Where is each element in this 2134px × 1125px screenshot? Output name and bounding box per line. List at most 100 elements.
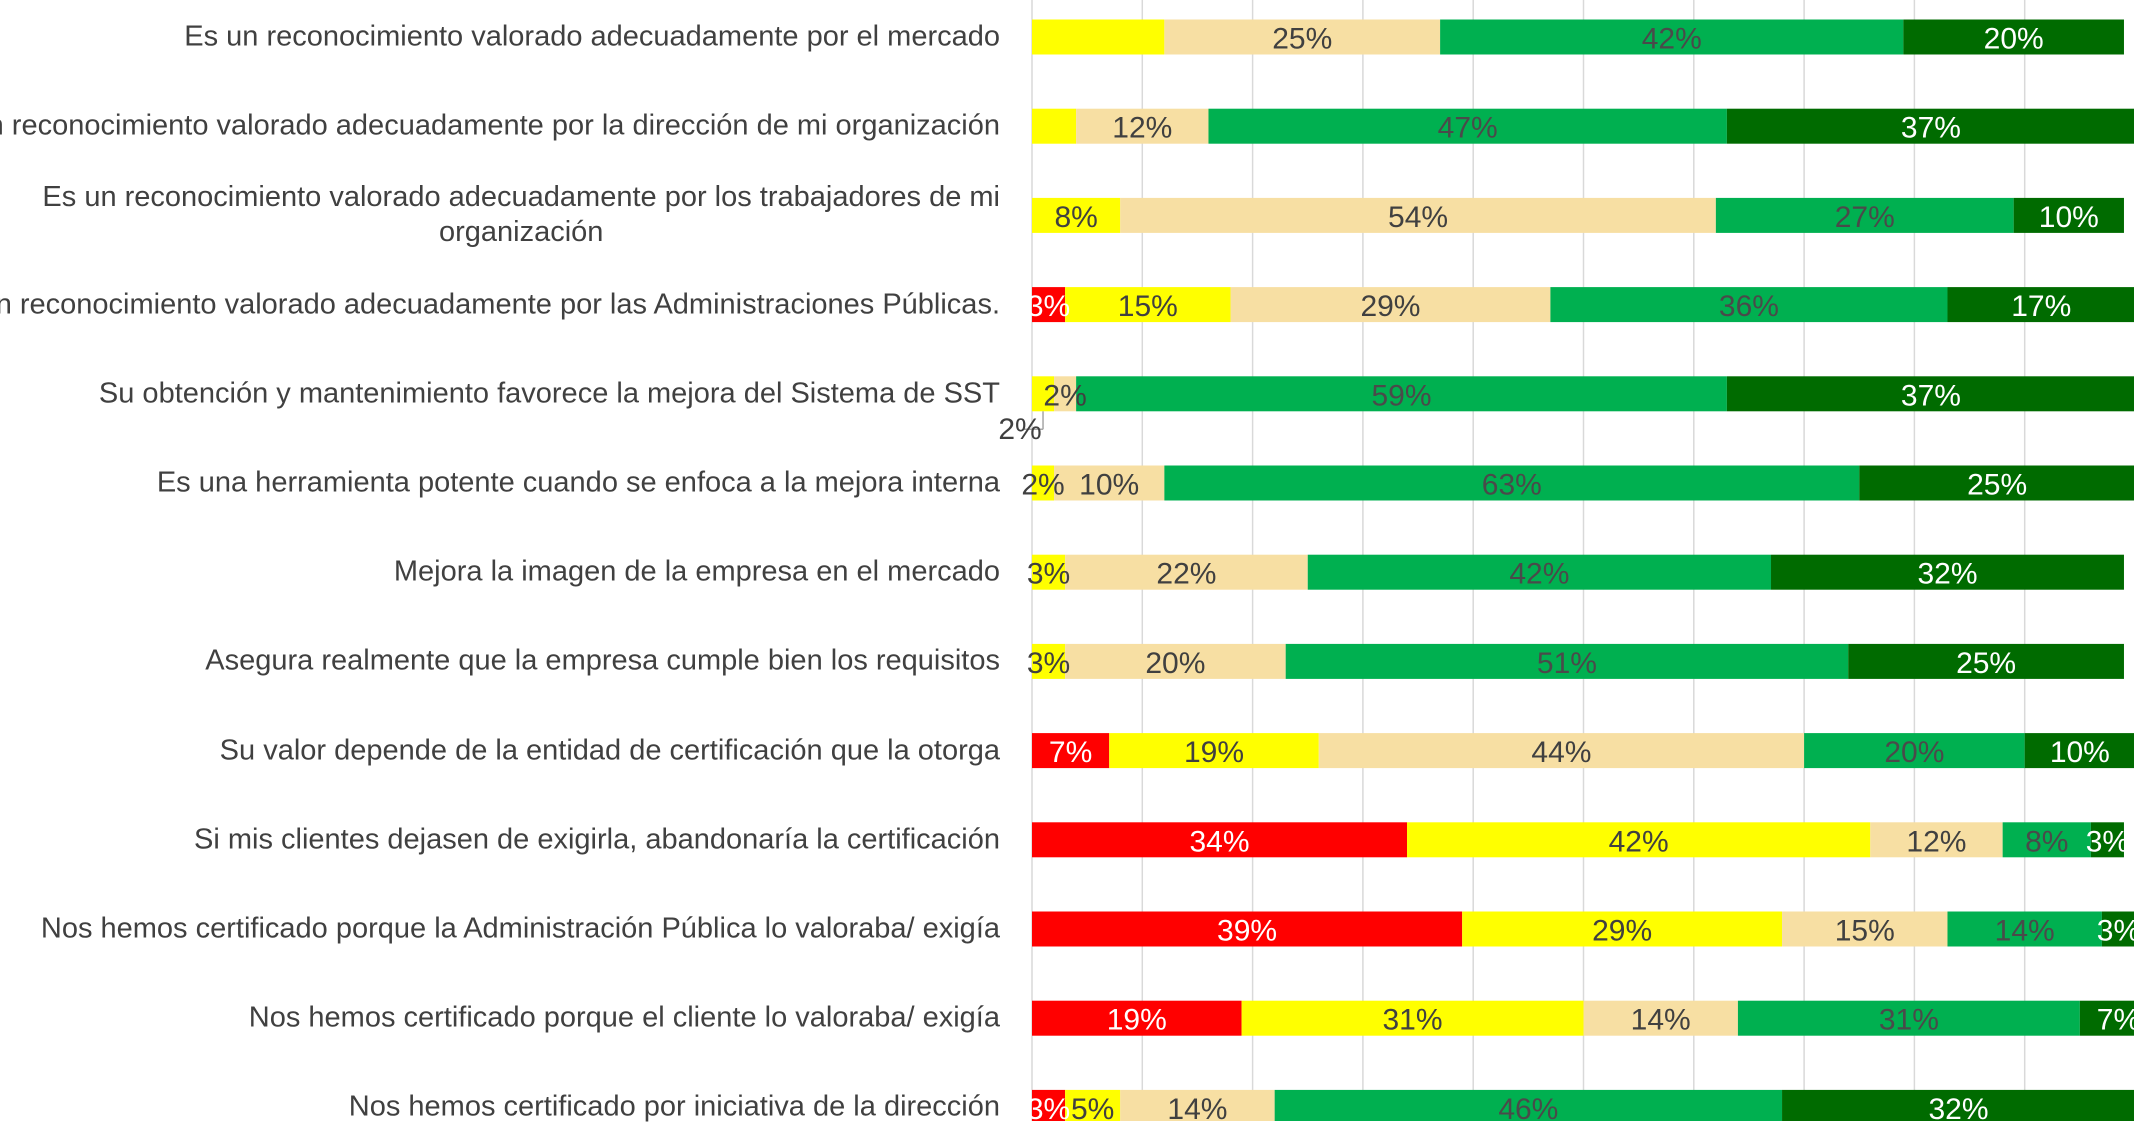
data-label: 17%: [2011, 290, 2071, 323]
bar-segment: [1318, 733, 1805, 769]
bar-segment: [1032, 1089, 1066, 1121]
data-label: 31%: [1383, 1004, 1443, 1037]
bar-segment: [1164, 19, 1441, 55]
bar-segment: [1947, 911, 2102, 947]
data-label: 12%: [1112, 112, 1172, 145]
category-label: Es un reconocimiento valorado adecuadame…: [42, 181, 1000, 249]
bar-segment: [1583, 1000, 1738, 1036]
data-label: 32%: [1917, 558, 1977, 591]
data-label: 36%: [1719, 290, 1779, 323]
bar-segment: [1032, 465, 1055, 501]
bar-segment: [1726, 108, 2134, 144]
bar-segment: [2013, 197, 2124, 233]
data-label: 3%: [1027, 1093, 1070, 1121]
bar-segment: [1109, 733, 1319, 769]
data-label: 20%: [1145, 647, 1205, 680]
data-label: 10%: [1079, 469, 1139, 502]
category-label: Mejora la imagen de la empresa en el mer…: [393, 555, 1000, 588]
bar-segment: [1241, 1000, 1584, 1036]
data-label: 3%: [1027, 647, 1070, 680]
bar-segment: [1076, 376, 1727, 412]
bar-segment: [1032, 643, 1066, 679]
data-label: 3%: [2086, 825, 2129, 858]
bar-segment: [1859, 465, 2134, 501]
bar-segment: [1285, 643, 1849, 679]
bar-segment: [1032, 911, 1463, 947]
bar-segment: [2101, 911, 2134, 947]
bar-segment: [1076, 108, 1209, 144]
bar-segment: [1848, 643, 2124, 679]
bar-segment: [1737, 1000, 2080, 1036]
data-label: 2%: [1021, 469, 1064, 502]
data-label: 63%: [1482, 469, 1542, 502]
bar-segment: [1054, 376, 1077, 412]
category-label: Su valor depende de la entidad de certif…: [219, 734, 1000, 767]
bar-segment: [1903, 19, 2124, 55]
bar-segment: [1065, 643, 1286, 679]
bar-segment: [1054, 465, 1165, 501]
data-label: 31%: [1879, 1004, 1939, 1037]
data-label: 3%: [1027, 290, 1070, 323]
bar-segment: [1065, 287, 1231, 323]
data-label: 3%: [1027, 558, 1070, 591]
bar-segment: [1032, 287, 1066, 323]
bar-segment: [2079, 1000, 2134, 1036]
data-label: 37%: [1901, 379, 1961, 412]
bar-segment: [1230, 287, 1551, 323]
bar-segment: [1782, 911, 1948, 947]
bar-segment: [1208, 108, 1727, 144]
bar-segment: [1771, 554, 2124, 590]
category-label: Nos hemos certificado porque el cliente …: [248, 1001, 1000, 1034]
bar-segment: [1032, 554, 1066, 590]
bar-segment: [1804, 733, 2025, 769]
data-label: 14%: [1631, 1004, 1691, 1037]
bar-segment: [1407, 822, 1871, 858]
category-label: Es una herramienta potente cuando se enf…: [156, 466, 1000, 499]
data-label: 7%: [1049, 736, 1092, 769]
bar-segment: [1120, 197, 1716, 233]
category-label: Es un reconocimiento valorado adecuadame…: [184, 20, 1000, 53]
data-label: 20%: [1884, 736, 1944, 769]
data-label: 7%: [2097, 1004, 2134, 1037]
bar-segment: [1870, 822, 2003, 858]
data-label: 19%: [1184, 736, 1244, 769]
data-label: 8%: [1054, 201, 1097, 234]
data-label: 42%: [1609, 825, 1669, 858]
data-label: 25%: [1967, 469, 2027, 502]
data-label: 19%: [1107, 1004, 1167, 1037]
bar-segment: [1032, 376, 1055, 412]
bar-segment: [1274, 1089, 1783, 1121]
bar-segment: [2002, 822, 2091, 858]
data-label: 27%: [1835, 201, 1895, 234]
bar-segment: [1782, 1089, 2134, 1121]
data-label: 42%: [1642, 23, 1702, 56]
data-label: 37%: [1901, 112, 1961, 145]
data-label: 25%: [1956, 647, 2016, 680]
bar-segment: [1032, 197, 1121, 233]
data-label: 14%: [1167, 1093, 1227, 1121]
data-label: 15%: [1118, 290, 1178, 323]
category-label: Su obtención y mantenimiento favorece la…: [98, 377, 1000, 410]
data-label: 51%: [1537, 647, 1597, 680]
data-label: 54%: [1388, 201, 1448, 234]
bar-segment: [1065, 1089, 1121, 1121]
data-label: 34%: [1189, 825, 1249, 858]
bar-segment: [1032, 1000, 1242, 1036]
data-label: 25%: [1272, 23, 1332, 56]
bar-segment: [1726, 376, 2134, 412]
data-label: 10%: [2050, 736, 2110, 769]
data-label: 14%: [1995, 915, 2055, 948]
bar-segment: [1947, 287, 2134, 323]
data-label: 8%: [2025, 825, 2068, 858]
bar-segment: [1550, 287, 1948, 323]
data-label: 10%: [2039, 201, 2099, 234]
bar-segment: [1307, 554, 1772, 590]
data-label: 29%: [1592, 915, 1652, 948]
category-label: Nos hemos certificado por iniciativa de …: [348, 1090, 1000, 1123]
data-label: 46%: [1498, 1093, 1558, 1121]
bar-segment: [1065, 554, 1308, 590]
data-label: 29%: [1360, 290, 1420, 323]
bar-segment: [2090, 822, 2124, 858]
bar-segment: [1440, 19, 1904, 55]
